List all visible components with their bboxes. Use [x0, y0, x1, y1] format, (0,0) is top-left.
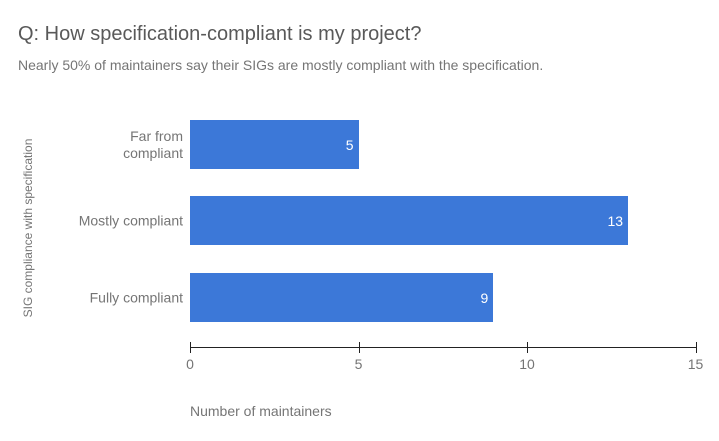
category-label: Fully compliant — [89, 289, 183, 305]
x-axis-tick-mark — [358, 342, 360, 353]
y-axis-title: SIG compliance with specification — [21, 138, 35, 318]
chart-title: Q: How specification-compliant is my pro… — [18, 23, 422, 45]
bar: 13 — [190, 196, 629, 245]
bar: 5 — [190, 120, 359, 169]
x-axis-title: Number of maintainers — [190, 403, 332, 419]
x-axis-tick-label: 0 — [186, 356, 194, 372]
x-axis-tick-mark — [190, 342, 191, 353]
x-axis-tick-mark — [695, 342, 697, 353]
x-axis-tick-label: 15 — [687, 356, 704, 372]
bar-value-label: 13 — [607, 212, 624, 229]
x-axis-line — [190, 347, 696, 348]
x-axis-tick-label: 10 — [519, 356, 535, 372]
x-axis-tick-mark — [527, 342, 528, 353]
category-label: Mostly compliant — [78, 212, 183, 228]
bar-value-label: 5 — [345, 136, 354, 153]
bar-value-label: 9 — [480, 289, 489, 306]
chart-subtitle: Nearly 50% of maintainers say their SIGs… — [18, 57, 544, 73]
plot-area: 5 13 9 0 5 10 15 — [186, 107, 703, 371]
x-axis-tick-label: 5 — [354, 356, 363, 372]
category-label: Far from compliant — [123, 127, 183, 161]
bar: 9 — [190, 273, 494, 322]
